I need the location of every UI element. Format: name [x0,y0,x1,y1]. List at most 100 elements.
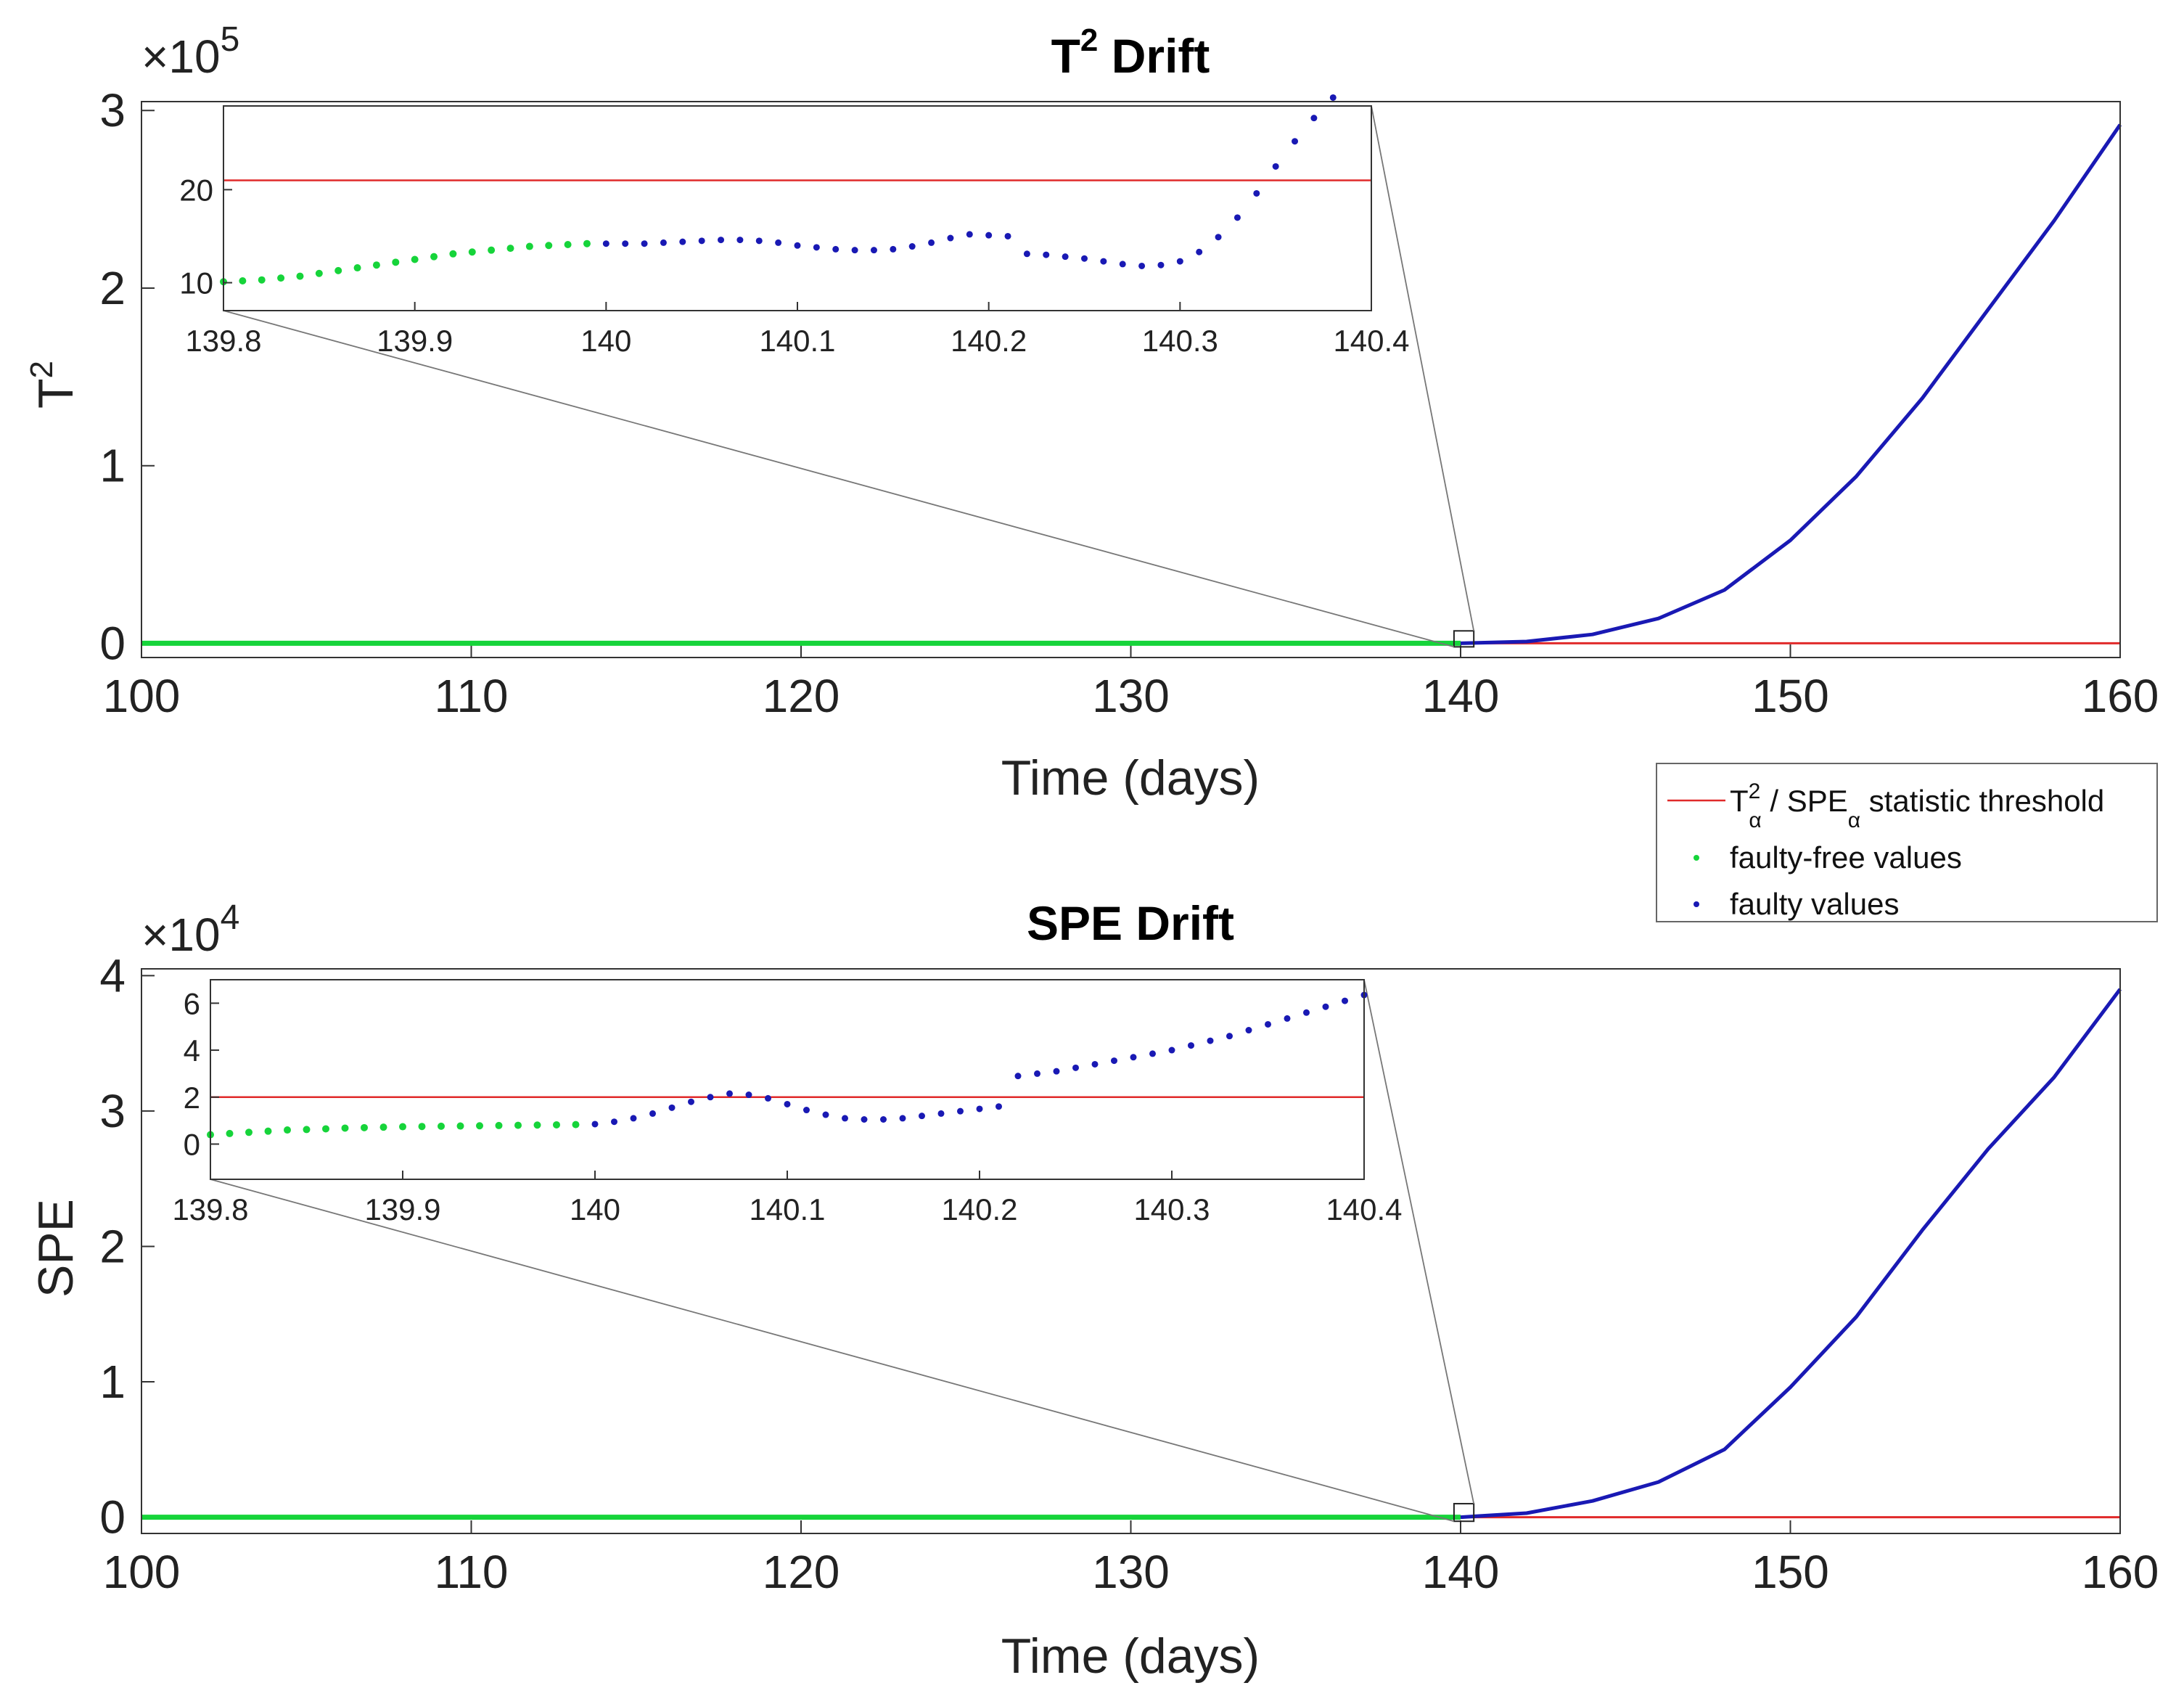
t2-inset-y-tick-label: 10 [179,266,213,300]
t2-inset-faulty-point [1023,250,1030,258]
t2-inset-fault-free-point [239,277,247,284]
t2-inset-faulty-point [890,245,897,253]
t2-inset-faulty-point [1272,163,1279,170]
t2-inset-fault-free-point [583,239,591,247]
t2-inset-y-tick-label: 20 [179,173,213,207]
t2-x-tick-labels: 100 110 120 130 140 150 160 [103,644,2159,722]
t2-drift-chart: T2 Drift ×105 T2 Time (days) 100 110 120 13… [24,20,2159,806]
t2-inset-faulty-point [622,240,629,247]
spe-inset-x-tick-label: 140.3 [1133,1192,1210,1226]
spe-inset-fault-free-point [226,1129,234,1137]
t2-inset-fault-free-point [468,248,476,256]
t2-inset-x-tick-label: 140.1 [759,324,835,358]
spe-inset-faulty-point [861,1116,868,1123]
spe-inset-fault-free-point [553,1121,560,1129]
t2-inset-connector-right [1371,105,1475,631]
legend-threshold-label: T2 α / SPEα statistic threshold [1730,779,2104,832]
spe-inset-faulty-point [1053,1068,1060,1075]
spe-inset-faulty-point [649,1110,656,1117]
spe-inset-faulty-point [1226,1033,1233,1040]
spe-inset-faulty-point [688,1098,694,1105]
spe-inset-faulty-point [995,1103,1002,1110]
t2-inset-faulty-point [1176,258,1183,265]
spe-inset-faulty-point [842,1115,848,1122]
t2-inset-faulty-point [602,240,609,247]
spe-inset-faulty-point [707,1094,714,1101]
spe-inset-faulty-point [630,1115,637,1122]
spe-inset-faulty-point [957,1107,964,1115]
t2-inset-faulty-point [794,242,801,249]
legend-box [1656,763,2158,922]
spe-inset-faulty-point [1111,1057,1117,1065]
spe-x-tick-label: 160 [2082,1546,2159,1598]
t2-inset-faulty-point [1138,262,1146,269]
spe-inset-connector-left [210,1179,1455,1523]
t2-y-tick-label: 3 [99,84,126,136]
spe-y-tick-label: 0 [99,1491,126,1544]
spe-x-tick-label: 140 [1422,1546,1500,1598]
spe-inset-fault-free-point [264,1127,272,1135]
t2-inset-faulty-point [1310,115,1318,122]
t2-inset-x-tick-labels: 139.8 139.9 140 140.1 140.2 140.3 140.4 [185,302,1410,358]
spe-y-axis-label: SPE [28,1199,83,1298]
spe-inset-fault-free-point [495,1121,503,1129]
t2-inset-fault-free-point [411,255,419,263]
t2-inset-x-tick-label: 140.3 [1142,324,1218,358]
spe-inset-faulty-point [1130,1054,1137,1061]
t2-y-axis-label: T2 [24,361,83,409]
t2-inset-fault-free-point [545,242,553,250]
t2-inset-fault-free-point [488,246,496,254]
spe-drift-chart: SPE Drift ×104 SPE Time (days) 100 110 120… [28,896,2159,1684]
t2-inset-fault-free-point [564,240,572,248]
legend-fault-free-label: faulty-free values [1730,840,1962,874]
spe-inset-faulty-point [1168,1046,1175,1054]
t2-inset-faulty-point [641,240,648,247]
spe-y-tick-labels: 0 1 2 3 4 [99,949,155,1544]
spe-inset: 139.8 139.9 140 140.1 140.2 140.3 140.4 0 2 4 6 [172,979,1475,1523]
t2-inset-faulty-point [1062,253,1069,261]
t2-inset-faulty-point [985,232,993,239]
t2-inset-faulty-point [660,239,667,246]
spe-inset-faulty-point [1265,1020,1271,1028]
t2-inset-faulty-point [718,237,725,244]
t2-inset-fault-free-point [315,269,323,277]
spe-inset-marks [207,991,1368,1139]
t2-inset-faulty-point [1292,138,1299,145]
t2-inset: 139.8 139.9 140 140.1 140.2 140.3 140.4 10 20 [179,94,1475,648]
t2-inset-connector-left [223,310,1455,648]
spe-inset-y-tick-label: 2 [184,1081,200,1115]
spe-inset-fault-free-point [438,1122,445,1130]
t2-x-tick-label: 150 [1752,670,1829,722]
spe-inset-faulty-point [784,1100,791,1107]
t2-y-tick-label: 1 [99,440,126,492]
spe-y-tick-label: 3 [99,1085,126,1137]
spe-inset-fault-free-point [361,1123,368,1131]
legend: T2 α / SPEα statistic threshold faulty-fr… [1656,763,2158,922]
spe-inset-faulty-point [1207,1037,1214,1044]
spe-inset-faulty-point [611,1118,617,1126]
t2-x-tick-label: 120 [763,670,840,722]
t2-plot-marks [141,123,2122,648]
t2-inset-fault-free-point [430,253,438,261]
t2-inset-x-tick-label: 139.8 [185,324,261,358]
spe-inset-faulty-point [745,1091,752,1099]
t2-inset-faulty-point [1215,234,1222,241]
t2-inset-faulty-point [1100,258,1107,265]
t2-inset-faulty-point [1233,214,1241,221]
t2-inset-fault-free-point [296,272,304,280]
spe-inset-faulty-point [1072,1064,1079,1071]
spe-inset-faulty-point [1245,1027,1252,1034]
legend-faulty-label: faulty values [1730,887,1899,921]
spe-inset-y-tick-label: 4 [184,1033,200,1068]
spe-inset-x-tick-label: 139.8 [172,1192,248,1226]
spe-inset-faulty-point [803,1107,810,1114]
spe-axes-frame [141,968,2121,1534]
spe-inset-connectors [210,979,1475,1523]
spe-inset-x-tick-label: 140.2 [941,1192,1017,1226]
spe-inset-fault-free-point [514,1121,522,1129]
spe-inset-faulty-point [1014,1073,1022,1080]
t2-inset-faulty-point [698,237,705,245]
t2-inset-faulty-point [679,238,686,245]
t2-inset-faulty-point [1004,232,1011,239]
